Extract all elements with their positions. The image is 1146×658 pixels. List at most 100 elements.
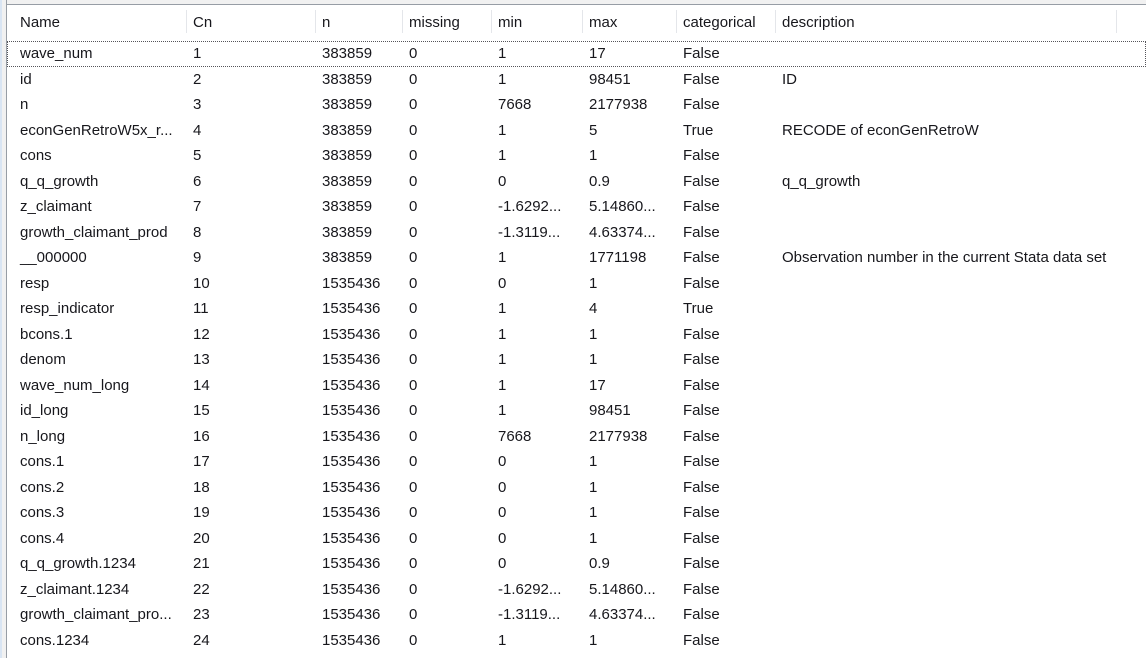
table-row[interactable]: cons.1 17 1535436 0 0 1 False — [7, 449, 1146, 475]
cell-description — [776, 322, 1117, 348]
cell-categorical: False — [683, 478, 720, 496]
column-header-cn[interactable]: Cn — [187, 5, 316, 41]
cell-description — [776, 602, 1117, 628]
cell-n: 1535436 — [322, 376, 381, 394]
cell-name: q_q_growth.1234 — [20, 555, 136, 572]
table-row[interactable]: __000000 9 383859 0 1 1771198 False Observation… — [7, 245, 1146, 271]
cell-categorical: False — [683, 529, 720, 547]
cell-max: 5.14860... — [589, 198, 656, 215]
cell-missing: 0 — [409, 427, 418, 445]
cell-description — [776, 143, 1117, 169]
cell-min: -1.3119... — [498, 606, 561, 623]
cell-cn: 12 — [193, 325, 210, 343]
table-row[interactable]: id 2 383859 0 1 98451 False ID — [7, 67, 1146, 93]
column-header-name[interactable]: Name — [14, 5, 187, 41]
table-row[interactable]: q_q_growth.1234 21 1535436 0 0 0.9 False — [7, 551, 1146, 577]
table-row[interactable]: z_claimant 7 383859 0 -1.6292... 5.14860... Fa… — [7, 194, 1146, 220]
table-row[interactable]: econGenRetroW5x_r... 4 383859 0 1 5 True RECODE… — [7, 118, 1146, 144]
column-header-description[interactable]: description — [776, 5, 1117, 41]
cell-cn: 18 — [193, 478, 210, 496]
table-row[interactable]: growth_claimant_prod 8 383859 0 -1.3119... 4.… — [7, 220, 1146, 246]
cell-name: __000000 — [20, 249, 87, 266]
cell-min: 0 — [498, 529, 507, 547]
cell-name: growth_claimant_pro... — [20, 606, 172, 623]
cell-name: resp — [20, 274, 50, 292]
cell-n: 383859 — [322, 223, 373, 241]
table-row[interactable]: cons.3 19 1535436 0 0 1 False — [7, 500, 1146, 526]
cell-cn: 15 — [193, 402, 210, 419]
table-row[interactable]: bcons.1 12 1535436 0 1 1 False — [7, 322, 1146, 348]
cell-min: -1.6292... — [498, 198, 562, 215]
cell-categorical: False — [683, 45, 720, 62]
table-row[interactable]: resp_indicator 11 1535436 0 1 4 True — [7, 296, 1146, 322]
table-row[interactable]: cons 5 383859 0 1 1 False — [7, 143, 1146, 169]
cell-n: 1535436 — [322, 351, 381, 368]
cell-missing: 0 — [409, 121, 418, 139]
cell-missing: 0 — [409, 580, 418, 598]
table-row[interactable]: wave_num_long 14 1535436 0 1 17 False — [7, 373, 1146, 399]
cell-name: cons.2 — [20, 478, 65, 496]
cell-categorical: False — [683, 580, 720, 598]
cell-cn: 9 — [193, 249, 202, 266]
cell-name: wave_num — [20, 45, 93, 62]
cell-n: 383859 — [322, 121, 373, 139]
table-row[interactable]: growth_claimant_pro... 23 1535436 0 -1.3119.… — [7, 602, 1146, 628]
column-header-min[interactable]: min — [492, 5, 583, 41]
cell-description — [776, 271, 1117, 297]
cell-categorical: False — [683, 453, 720, 470]
table-row[interactable]: cons.2 18 1535436 0 0 1 False — [7, 475, 1146, 501]
cell-max: 0.9 — [589, 555, 610, 572]
table-row[interactable]: n 3 383859 0 7668 2177938 False — [7, 92, 1146, 118]
table-row[interactable]: z_claimant.1234 22 1535436 0 -1.6292... 5.148… — [7, 577, 1146, 603]
table-row[interactable]: denom 13 1535436 0 1 1 False — [7, 347, 1146, 373]
cell-n: 383859 — [322, 96, 373, 113]
cell-cn: 19 — [193, 504, 210, 521]
cell-description — [776, 398, 1117, 424]
cell-categorical: False — [683, 274, 720, 292]
cell-min: 1 — [498, 249, 507, 266]
cell-description — [776, 220, 1117, 246]
cell-n: 383859 — [322, 249, 373, 266]
cell-n: 1535436 — [322, 631, 381, 649]
cell-missing: 0 — [409, 376, 418, 394]
cell-n: 1535436 — [322, 529, 381, 547]
column-header-missing[interactable]: missing — [403, 5, 492, 41]
cell-description — [776, 551, 1117, 577]
cell-min: 1 — [498, 402, 507, 419]
cell-min: 1 — [498, 351, 507, 368]
cell-description — [776, 296, 1117, 322]
table-row[interactable]: n_long 16 1535436 0 7668 2177938 False — [7, 424, 1146, 450]
table-row[interactable]: q_q_growth 6 383859 0 0 0.9 False q_q_growth — [7, 169, 1146, 195]
table-row[interactable]: cons.4 20 1535436 0 0 1 False — [7, 526, 1146, 552]
cell-cn: 4 — [193, 121, 202, 139]
cell-description — [776, 475, 1117, 501]
cell-min: 1 — [498, 147, 507, 164]
cell-missing: 0 — [409, 325, 418, 343]
column-header-max[interactable]: max — [583, 5, 677, 41]
column-header-n[interactable]: n — [316, 5, 403, 41]
table-row[interactable]: id_long 15 1535436 0 1 98451 False — [7, 398, 1146, 424]
cell-categorical: False — [683, 172, 720, 190]
cell-name: z_claimant.1234 — [20, 580, 130, 598]
cell-missing: 0 — [409, 529, 418, 547]
table-row[interactable]: resp 10 1535436 0 0 1 False — [7, 271, 1146, 297]
cell-max: 98451 — [589, 402, 631, 419]
cell-max: 4.63374... — [589, 223, 656, 241]
cell-categorical: False — [683, 402, 720, 419]
cell-name: cons — [20, 147, 52, 164]
cell-categorical: False — [683, 70, 720, 88]
cell-n: 1535436 — [322, 606, 381, 623]
cell-description — [776, 628, 1117, 654]
cell-name: n — [20, 96, 29, 113]
table-row[interactable]: wave_num 1 383859 0 1 17 False — [7, 41, 1146, 67]
cell-max: 1 — [589, 631, 598, 649]
cell-cn: 24 — [193, 631, 210, 649]
cell-cn: 10 — [193, 274, 210, 292]
cell-description: Observation number in the current Stata … — [782, 249, 1107, 266]
cell-missing: 0 — [409, 70, 418, 88]
cell-description — [776, 500, 1117, 526]
table-row[interactable]: cons.1234 24 1535436 0 1 1 False — [7, 628, 1146, 654]
cell-min: 0 — [498, 555, 507, 572]
column-header-categorical[interactable]: categorical — [677, 5, 776, 41]
